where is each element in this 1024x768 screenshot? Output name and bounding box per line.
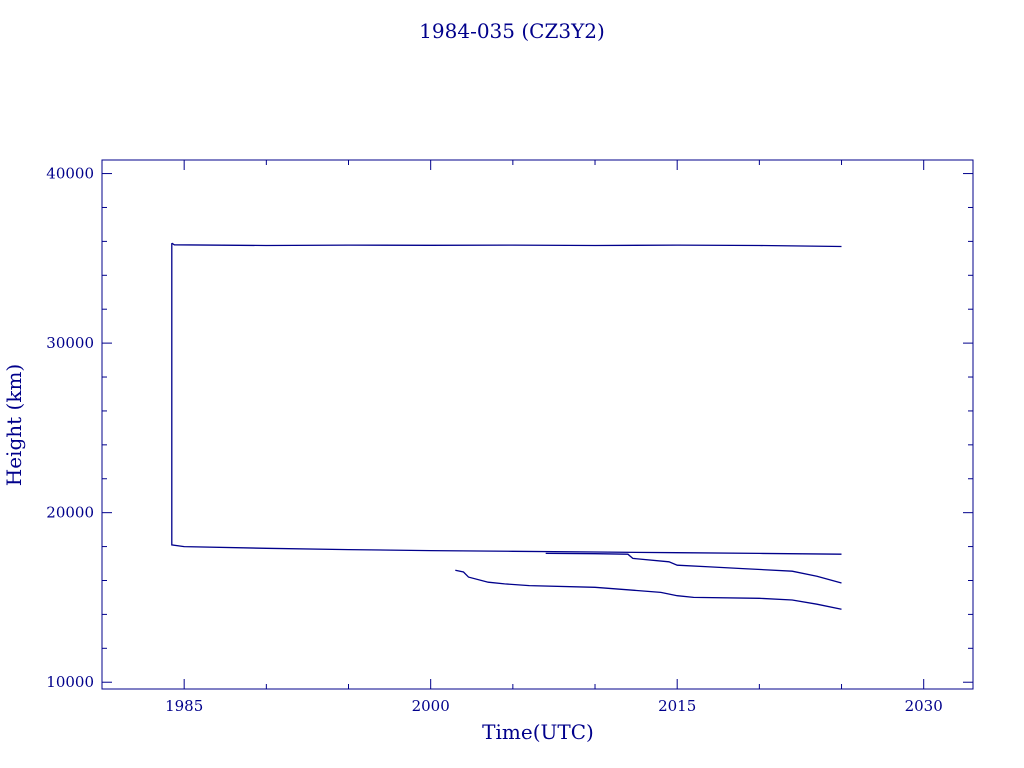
plot-frame [101, 159, 974, 690]
x-axis-label: Time(UTC) [482, 720, 594, 744]
y-tick-label: 10000 [46, 673, 94, 691]
y-axis-label: Height (km) [2, 364, 26, 486]
series-line-4 [455, 569, 842, 610]
y-tick-label: 40000 [46, 165, 94, 183]
chart-title: 1984-035 (CZ3Y2) [419, 19, 605, 43]
y-tick-label: 20000 [46, 504, 94, 522]
series-line-1 [171, 242, 842, 248]
x-tick-label: 2015 [658, 697, 696, 715]
axis-ticks: 1985 2000 2015 2030 10000 20000 30000 40000 [46, 160, 973, 715]
x-tick-label: 2000 [412, 697, 450, 715]
series-line-3 [545, 552, 842, 584]
y-tick-label: 30000 [46, 334, 94, 352]
x-tick-label: 1985 [165, 697, 203, 715]
series-group [171, 242, 842, 610]
series-line-2 [171, 243, 842, 555]
x-tick-label: 2030 [905, 697, 943, 715]
